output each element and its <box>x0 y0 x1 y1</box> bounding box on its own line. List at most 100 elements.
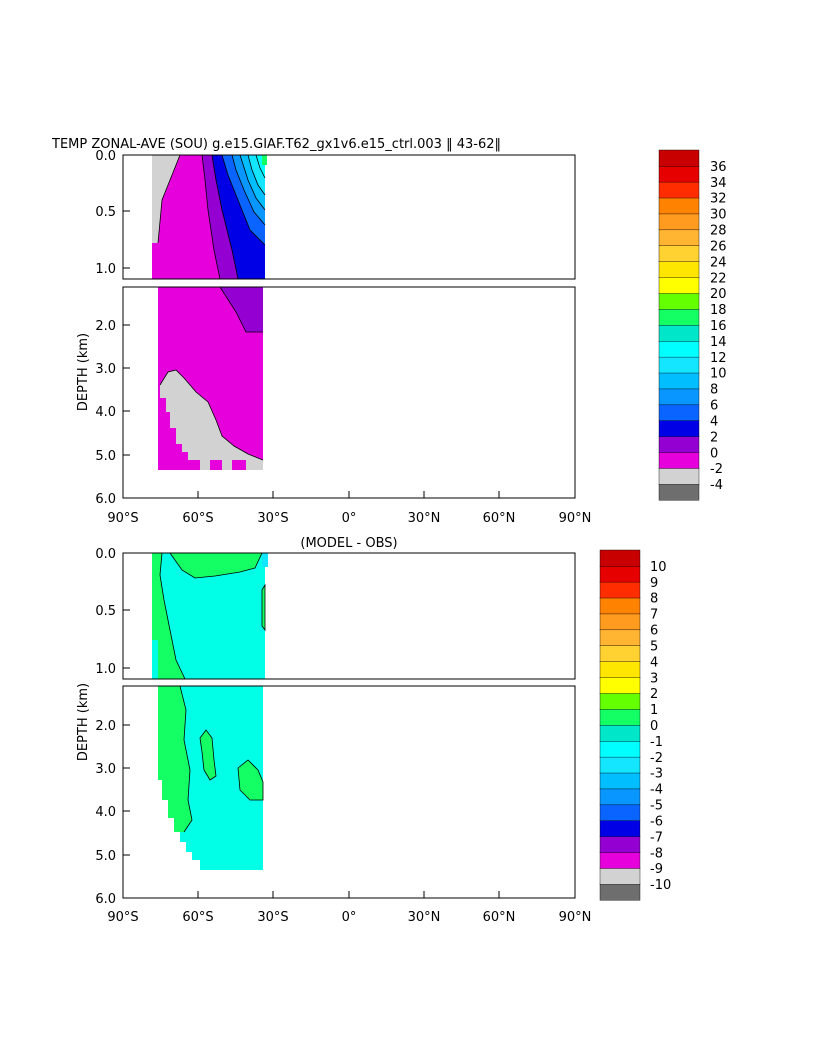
x-tick-label: 30°S <box>257 511 288 526</box>
colorbar-label: 18 <box>710 303 727 318</box>
colorbar-swatch <box>599 549 641 567</box>
colorbar-swatch <box>658 340 700 358</box>
colorbar-label: 22 <box>710 271 727 286</box>
chart-title: TEMP ZONAL-AVE (SOU) g.e15.GIAF.T62_gx1v… <box>51 137 501 152</box>
diff-title: (MODEL - OBS) <box>300 536 397 551</box>
temp-y-axis: 0.0 0.5 1.0 2.0 3.0 4.0 5.0 6.0 <box>95 149 130 507</box>
colorbar-label: 32 <box>710 192 727 207</box>
colorbar-label: 10 <box>650 560 667 575</box>
colorbar-label: 36 <box>710 160 727 175</box>
colorbar-label: -1 <box>650 735 663 750</box>
x-tick-label: 30°N <box>408 511 441 526</box>
temp-region-neg2to0-upper <box>152 155 180 243</box>
temp-plot: 0.0 0.5 1.0 2.0 3.0 4.0 5.0 6.0 DEPTH (k… <box>76 149 591 526</box>
temp-x-axis: 90°S 60°S 30°S 0° 30°N 60°N 90°N <box>107 491 591 526</box>
colorbar-label: 30 <box>710 208 727 223</box>
colorbar-swatch <box>658 324 700 342</box>
colorbar-label: 34 <box>710 176 727 191</box>
colorbar-label: -6 <box>650 814 663 829</box>
colorbar-swatch <box>599 788 641 806</box>
colorbar-swatch <box>658 165 700 183</box>
colorbar-label: 24 <box>710 255 727 270</box>
diff-y-axis: 0.0 0.5 1.0 2.0 3.0 4.0 5.0 6.0 <box>95 547 130 907</box>
x-tick-label: 90°N <box>559 511 592 526</box>
colorbar-swatch <box>599 740 641 758</box>
y-tick-label: 6.0 <box>95 892 116 907</box>
colorbar-label: 10 <box>710 367 727 382</box>
colorbar-swatch <box>658 404 700 421</box>
colorbar-swatch <box>599 597 641 615</box>
diff-plot: 0.0 0.5 1.0 2.0 3.0 4.0 5.0 6.0 DEPTH (k… <box>76 547 591 925</box>
diff-region-0to1-lower-left <box>158 686 192 832</box>
colorbar-swatch <box>658 213 700 231</box>
colorbar-label: 2 <box>710 430 718 445</box>
colorbar-label: 14 <box>710 335 727 350</box>
diff-x-axis: 90°S 60°S 30°S 0° 30°N 60°N 90°N <box>107 891 591 925</box>
x-tick-label: 60°N <box>483 910 516 925</box>
y-tick-label: 0.0 <box>95 149 116 164</box>
colorbar-label: -9 <box>650 862 663 877</box>
colorbar-label: -3 <box>650 767 663 782</box>
x-tick-label: 0° <box>342 910 357 925</box>
colorbar-label: 6 <box>650 624 658 639</box>
colorbar-swatch <box>599 565 641 583</box>
colorbar-swatch <box>658 356 700 374</box>
y-tick-label: 2.0 <box>95 319 116 334</box>
temp-lower-field <box>158 287 264 470</box>
y-tick-label: 0.0 <box>95 547 116 562</box>
y-tick-label: 3.0 <box>95 362 116 377</box>
colorbar-label: -10 <box>650 878 671 893</box>
x-tick-label: 60°S <box>182 511 213 526</box>
colorbar-swatch <box>599 883 641 901</box>
colorbar-label: 2 <box>650 687 658 702</box>
colorbar-swatch <box>599 661 641 678</box>
colorbar-label: 20 <box>710 287 727 302</box>
colorbar-swatch <box>599 581 641 599</box>
colorbar-label: 9 <box>650 576 658 591</box>
colorbar-label: 6 <box>710 399 718 414</box>
x-tick-label: 0° <box>342 511 357 526</box>
temp-region-neg2to0-lower <box>160 370 263 470</box>
colorbar-label: -2 <box>710 462 723 477</box>
diff-region-neg2to-1-edge <box>262 553 268 567</box>
colorbar-label: -4 <box>710 478 723 493</box>
colorbar-label: 7 <box>650 608 658 623</box>
temp-upper-frame <box>122 154 576 280</box>
colorbar-label: 3 <box>650 671 658 686</box>
colorbar-swatch <box>658 388 700 406</box>
colorbar-label: -5 <box>650 799 663 814</box>
colorbar-label: 1 <box>650 703 658 718</box>
colorbar-swatch <box>658 372 700 390</box>
colorbar-swatch <box>599 677 641 694</box>
colorbar-swatch <box>658 436 700 453</box>
y-tick-label: 5.0 <box>95 449 116 464</box>
temp-region-warm-edge <box>262 155 267 165</box>
y-tick-label: 0.5 <box>95 205 116 220</box>
colorbar-swatch <box>658 292 700 310</box>
colorbar-label: -2 <box>650 751 663 766</box>
colorbar-label: 12 <box>710 351 727 366</box>
y-axis-label: DEPTH (km) <box>76 333 91 411</box>
colorbar-swatch <box>599 645 641 662</box>
colorbar-label: -7 <box>650 830 663 845</box>
colorbar-swatch <box>599 852 641 869</box>
colorbar-swatch <box>658 229 700 246</box>
y-tick-label: 0.5 <box>95 604 116 619</box>
colorbar-swatch <box>599 692 641 710</box>
colorbar-swatch <box>599 804 641 821</box>
x-tick-label: 90°S <box>107 511 138 526</box>
x-tick-label: 30°S <box>257 910 288 925</box>
diff-region-0to1-right-sliver <box>262 585 265 630</box>
colorbar-swatch <box>658 483 700 501</box>
diff-region-0to1-upper-left <box>152 553 185 679</box>
x-tick-label: 60°N <box>483 511 516 526</box>
x-tick-label: 60°S <box>182 910 213 925</box>
diff-region-0to1-top <box>170 553 262 578</box>
colorbar-swatch <box>658 452 700 469</box>
colorbar-swatch <box>658 181 700 199</box>
colorbar-swatch <box>658 277 700 294</box>
colorbar-label: 4 <box>710 414 718 429</box>
